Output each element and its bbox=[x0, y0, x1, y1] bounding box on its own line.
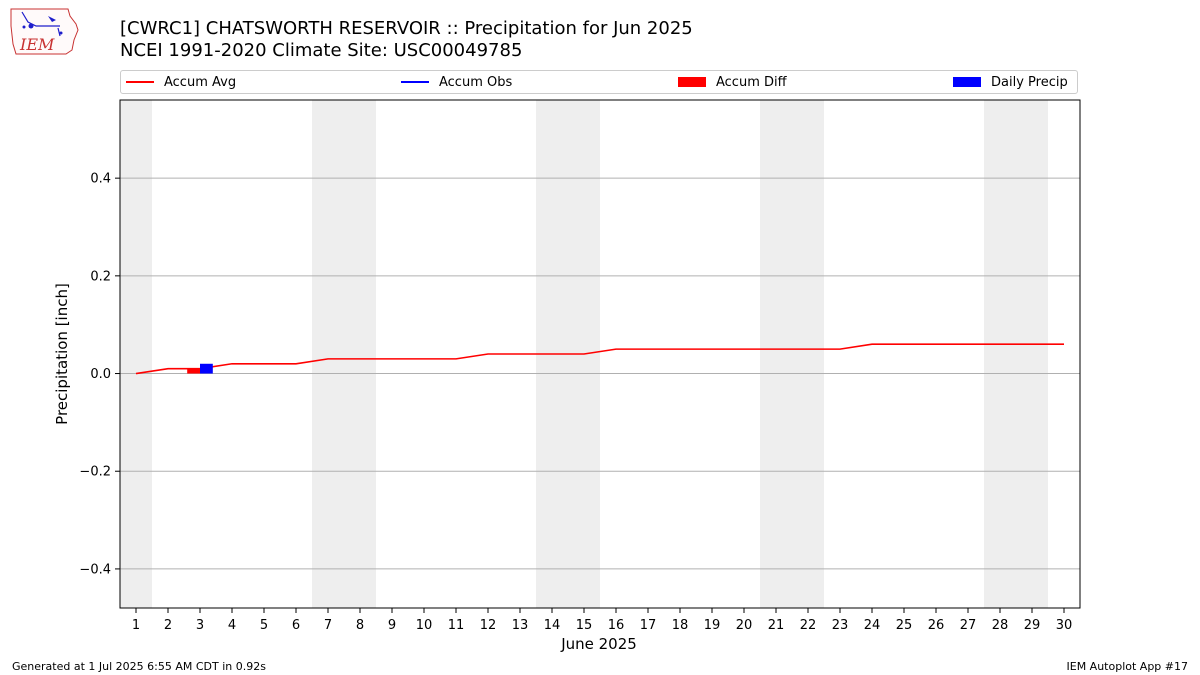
x-axis-label: June 2025 bbox=[560, 635, 637, 653]
x-tick-label: 21 bbox=[768, 618, 785, 633]
x-tick-label: 11 bbox=[448, 618, 465, 633]
x-tick-label: 27 bbox=[960, 618, 977, 633]
legend-item-accum-obs: Accum Obs bbox=[401, 71, 512, 93]
y-tick-label: 0.2 bbox=[90, 269, 111, 284]
x-tick-label: 17 bbox=[640, 618, 657, 633]
legend-label-accum-avg: Accum Avg bbox=[164, 74, 237, 90]
weekend-band-3 bbox=[760, 100, 824, 608]
x-tick-label: 9 bbox=[388, 618, 396, 633]
x-tick-label: 12 bbox=[480, 618, 497, 633]
legend-label-daily-precip: Daily Precip bbox=[991, 74, 1068, 90]
legend-item-accum-diff: Accum Diff bbox=[678, 71, 787, 93]
x-tick-label: 28 bbox=[992, 618, 1009, 633]
x-tick-label: 26 bbox=[928, 618, 945, 633]
x-tick-label: 25 bbox=[896, 618, 913, 633]
x-tick-label: 7 bbox=[324, 618, 332, 633]
x-tick-label: 19 bbox=[704, 618, 721, 633]
legend-item-daily-precip: Daily Precip bbox=[953, 71, 1068, 93]
x-tick-label: 30 bbox=[1056, 618, 1073, 633]
x-tick-label: 15 bbox=[576, 618, 593, 633]
accum-avg-line bbox=[135, 343, 1064, 375]
x-tick-label: 13 bbox=[512, 618, 529, 633]
x-tick-label: 5 bbox=[260, 618, 268, 633]
weekend-band-1 bbox=[312, 100, 376, 608]
legend-item-accum-avg: Accum Avg bbox=[126, 71, 236, 93]
logo-text: IEM bbox=[19, 35, 55, 54]
legend-swatch-accum-diff bbox=[678, 77, 706, 87]
footer-generated: Generated at 1 Jul 2025 6:55 AM CDT in 0… bbox=[12, 660, 266, 673]
iem-logo: IEM bbox=[8, 6, 80, 62]
y-tick-label: −0.2 bbox=[79, 465, 111, 480]
legend-swatch-daily-precip bbox=[953, 77, 981, 87]
x-tick-label: 1 bbox=[132, 618, 140, 633]
x-tick-label: 18 bbox=[672, 618, 689, 633]
x-tick-label: 3 bbox=[196, 618, 204, 633]
x-tick-label: 14 bbox=[544, 618, 561, 633]
chart-title: [CWRC1] CHATSWORTH RESERVOIR :: Precipit… bbox=[120, 18, 693, 39]
x-tick-label: 22 bbox=[800, 618, 817, 633]
plot-frame bbox=[119, 99, 1081, 609]
x-tick-label: 29 bbox=[1024, 618, 1041, 633]
accum-diff-bar bbox=[187, 368, 200, 374]
x-tick-label: 20 bbox=[736, 618, 753, 633]
x-tick-label: 2 bbox=[164, 618, 172, 633]
x-tick-label: 10 bbox=[416, 618, 433, 633]
y-tick-label: −0.4 bbox=[79, 562, 111, 577]
y-tick-label: 0.0 bbox=[90, 367, 111, 382]
legend-label-accum-diff: Accum Diff bbox=[716, 74, 787, 90]
footer-app: IEM Autoplot App #17 bbox=[1066, 660, 1189, 673]
x-tick-label: 8 bbox=[356, 618, 364, 633]
weekend-band-4 bbox=[984, 100, 1048, 608]
weekend-band-0 bbox=[120, 100, 152, 608]
legend-swatch-accum-avg bbox=[126, 81, 154, 83]
daily-precip-bar bbox=[200, 363, 213, 374]
x-tick-label: 16 bbox=[608, 618, 625, 633]
x-tick-label: 24 bbox=[864, 618, 881, 633]
x-tick-label: 23 bbox=[832, 618, 849, 633]
x-tick-label: 6 bbox=[292, 618, 300, 633]
legend-label-accum-obs: Accum Obs bbox=[439, 74, 513, 90]
legend: Accum Avg Accum Obs Accum Diff Daily Pre… bbox=[120, 70, 1078, 94]
y-axis-label: Precipitation [inch] bbox=[53, 283, 71, 425]
y-tick-label: 0.4 bbox=[90, 172, 111, 187]
chart-subtitle: NCEI 1991-2020 Climate Site: USC00049785 bbox=[120, 40, 523, 61]
x-tick-label: 4 bbox=[228, 618, 236, 633]
legend-swatch-accum-obs bbox=[401, 81, 429, 83]
